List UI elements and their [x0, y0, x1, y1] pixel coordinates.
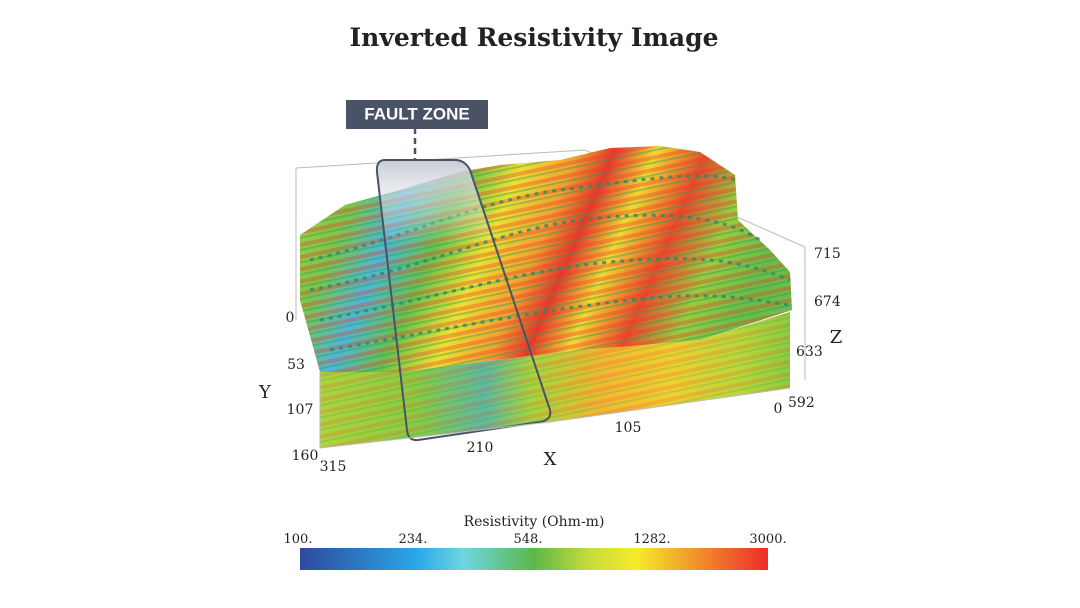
colorbar-tick: 3000.	[749, 532, 786, 547]
z-tick: 633	[796, 344, 823, 360]
y-tick: 160	[292, 448, 319, 464]
fault-zone-label: FAULT ZONE	[364, 104, 469, 123]
y-tick: 0	[286, 310, 295, 326]
colorbar-tick: 234.	[399, 532, 428, 547]
y-tick: 107	[287, 402, 314, 418]
box-frame-front	[319, 372, 791, 449]
z-tick: 592	[788, 395, 815, 411]
y-tick: 53	[287, 357, 305, 373]
x-tick: 0	[774, 401, 783, 417]
colorbar-title: Resistivity (Ohm-m)	[464, 514, 605, 530]
colorbar-tick: 100.	[284, 532, 313, 547]
title: Inverted Resistivity Image	[349, 23, 718, 52]
colorbar-tick: 1282.	[633, 532, 670, 547]
z-tick: 674	[814, 294, 841, 310]
x-tick: 105	[615, 420, 642, 436]
colorbar-tick: 548.	[514, 532, 543, 547]
z-tick: 715	[814, 246, 841, 262]
fault-zone-outline	[375, 159, 552, 442]
z-axis-label: Z	[830, 327, 843, 348]
y-axis-label: Y	[258, 382, 272, 403]
x-axis-label: X	[544, 449, 557, 470]
x-tick: 315	[320, 459, 347, 475]
x-tick: 210	[467, 440, 494, 456]
fault-zone-box	[346, 100, 488, 129]
colorbar	[300, 548, 768, 570]
